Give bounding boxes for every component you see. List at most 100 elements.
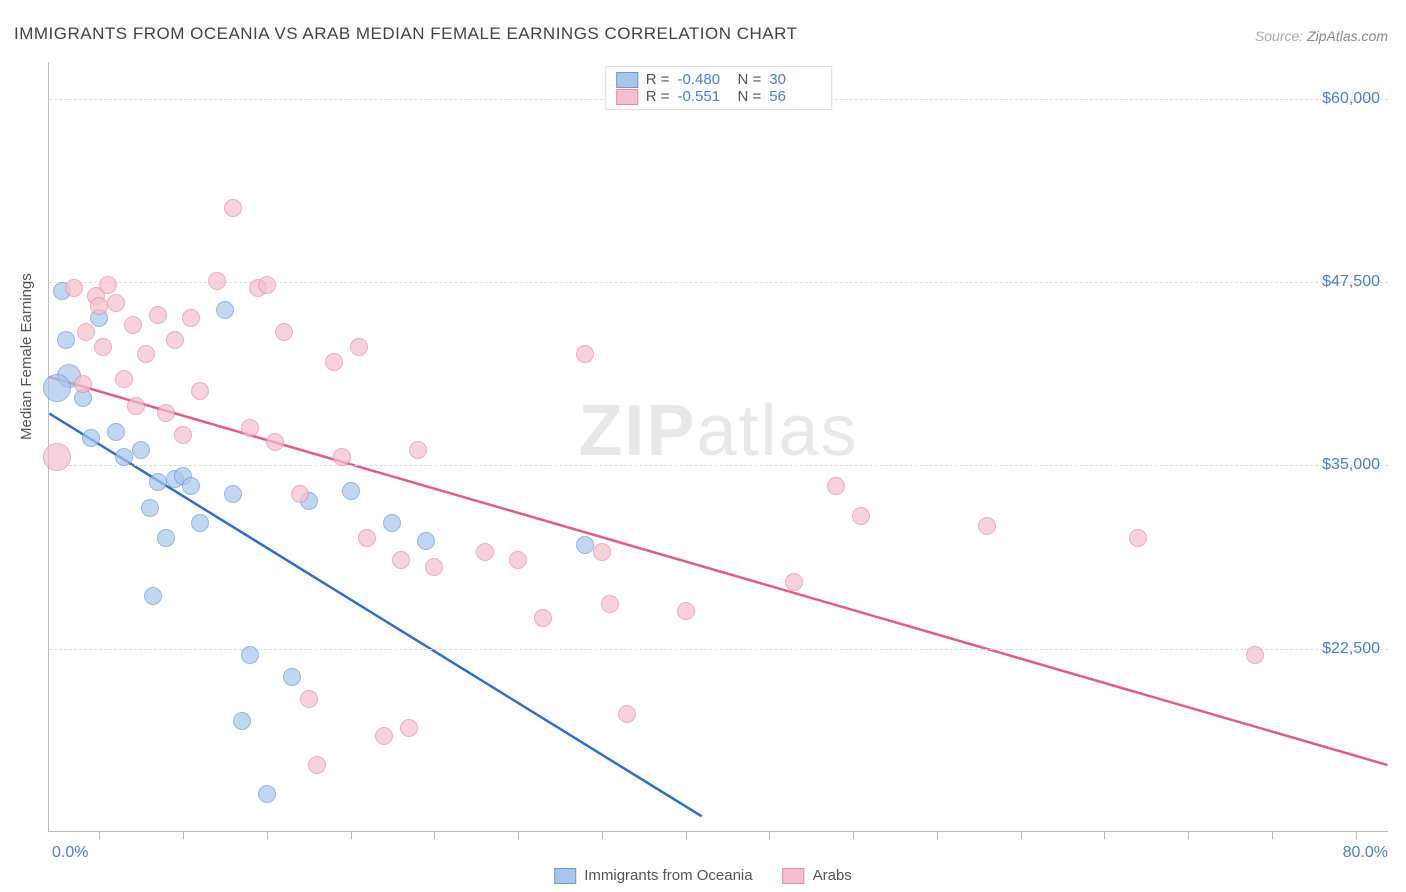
chart-title: IMMIGRANTS FROM OCEANIA VS ARAB MEDIAN F… [14, 24, 797, 44]
legend-row-arabs: R = -0.551 N = 56 [616, 88, 822, 105]
watermark-rest: atlas [696, 391, 858, 471]
y-axis-label: Median Female Earnings [18, 273, 35, 440]
source-label: Source: [1255, 28, 1303, 44]
x-tick [602, 831, 603, 839]
point-arabs [166, 331, 184, 349]
point-arabs [90, 297, 108, 315]
legend-row-oceania: R = -0.480 N = 30 [616, 71, 822, 88]
point-arabs [224, 199, 242, 217]
x-tick [686, 831, 687, 839]
point-oceania [191, 514, 209, 532]
point-arabs [300, 690, 318, 708]
x-tick [267, 831, 268, 839]
point-arabs [241, 419, 259, 437]
x-tick [183, 831, 184, 839]
y-tick-label: $47,500 [1322, 273, 1380, 291]
x-tick [1188, 831, 1189, 839]
point-oceania [576, 536, 594, 554]
correlation-legend: R = -0.480 N = 30 R = -0.551 N = 56 [605, 66, 833, 110]
x-tick [434, 831, 435, 839]
r-value-arabs: -0.551 [678, 88, 730, 105]
point-oceania [283, 668, 301, 686]
r-label: R = [646, 88, 670, 105]
watermark: ZIPatlas [578, 390, 858, 472]
source-attribution: Source: ZipAtlas.com [1255, 28, 1388, 44]
point-arabs [325, 353, 343, 371]
point-arabs [476, 543, 494, 561]
swatch-arabs-icon [783, 868, 805, 884]
x-tick [937, 831, 938, 839]
series-legend: Immigrants from Oceania Arabs [554, 867, 852, 884]
point-arabs [785, 573, 803, 591]
point-arabs [1129, 529, 1147, 547]
r-value-oceania: -0.480 [678, 71, 730, 88]
n-label: N = [738, 71, 762, 88]
point-arabs [77, 323, 95, 341]
x-tick [1272, 831, 1273, 839]
point-arabs [291, 485, 309, 503]
point-arabs [149, 306, 167, 324]
swatch-arabs [616, 89, 638, 105]
point-arabs [266, 433, 284, 451]
point-arabs [127, 397, 145, 415]
point-arabs [74, 375, 92, 393]
point-oceania [141, 499, 159, 517]
point-arabs [115, 370, 133, 388]
x-tick-min: 0.0% [52, 844, 88, 862]
trend-lines [49, 62, 1388, 831]
x-tick [518, 831, 519, 839]
point-arabs [43, 443, 71, 471]
gridline [49, 465, 1388, 466]
point-oceania [342, 482, 360, 500]
n-label: N = [738, 88, 762, 105]
point-arabs [208, 272, 226, 290]
point-arabs [333, 448, 351, 466]
point-oceania [258, 785, 276, 803]
point-arabs [978, 517, 996, 535]
point-arabs [576, 345, 594, 363]
point-oceania [233, 712, 251, 730]
y-tick-label: $35,000 [1322, 456, 1380, 474]
point-oceania [224, 485, 242, 503]
x-tick [853, 831, 854, 839]
legend-label-oceania: Immigrants from Oceania [584, 867, 752, 884]
point-arabs [99, 276, 117, 294]
legend-item-arabs: Arabs [783, 867, 852, 884]
point-oceania [241, 646, 259, 664]
point-oceania [57, 331, 75, 349]
watermark-bold: ZIP [578, 391, 696, 471]
point-arabs [400, 719, 418, 737]
point-arabs [107, 294, 125, 312]
point-arabs [358, 529, 376, 547]
point-arabs [157, 404, 175, 422]
legend-item-oceania: Immigrants from Oceania [554, 867, 752, 884]
source-value: ZipAtlas.com [1307, 28, 1388, 44]
x-tick [769, 831, 770, 839]
point-oceania [43, 374, 71, 402]
point-arabs [618, 705, 636, 723]
point-arabs [534, 609, 552, 627]
x-tick-max: 80.0% [1343, 844, 1388, 862]
point-oceania [216, 301, 234, 319]
legend-label-arabs: Arabs [813, 867, 852, 884]
point-arabs [392, 551, 410, 569]
point-arabs [275, 323, 293, 341]
point-arabs [425, 558, 443, 576]
point-arabs [94, 338, 112, 356]
point-arabs [174, 426, 192, 444]
point-arabs [182, 309, 200, 327]
x-tick [1104, 831, 1105, 839]
x-tick [1021, 831, 1022, 839]
point-arabs [827, 477, 845, 495]
point-oceania [82, 429, 100, 447]
point-arabs [677, 602, 695, 620]
point-oceania [157, 529, 175, 547]
y-tick-label: $22,500 [1322, 640, 1380, 658]
point-oceania [107, 423, 125, 441]
point-arabs [593, 543, 611, 561]
point-oceania [182, 477, 200, 495]
y-tick-label: $60,000 [1322, 90, 1380, 108]
point-oceania [149, 473, 167, 491]
point-oceania [132, 441, 150, 459]
point-arabs [308, 756, 326, 774]
